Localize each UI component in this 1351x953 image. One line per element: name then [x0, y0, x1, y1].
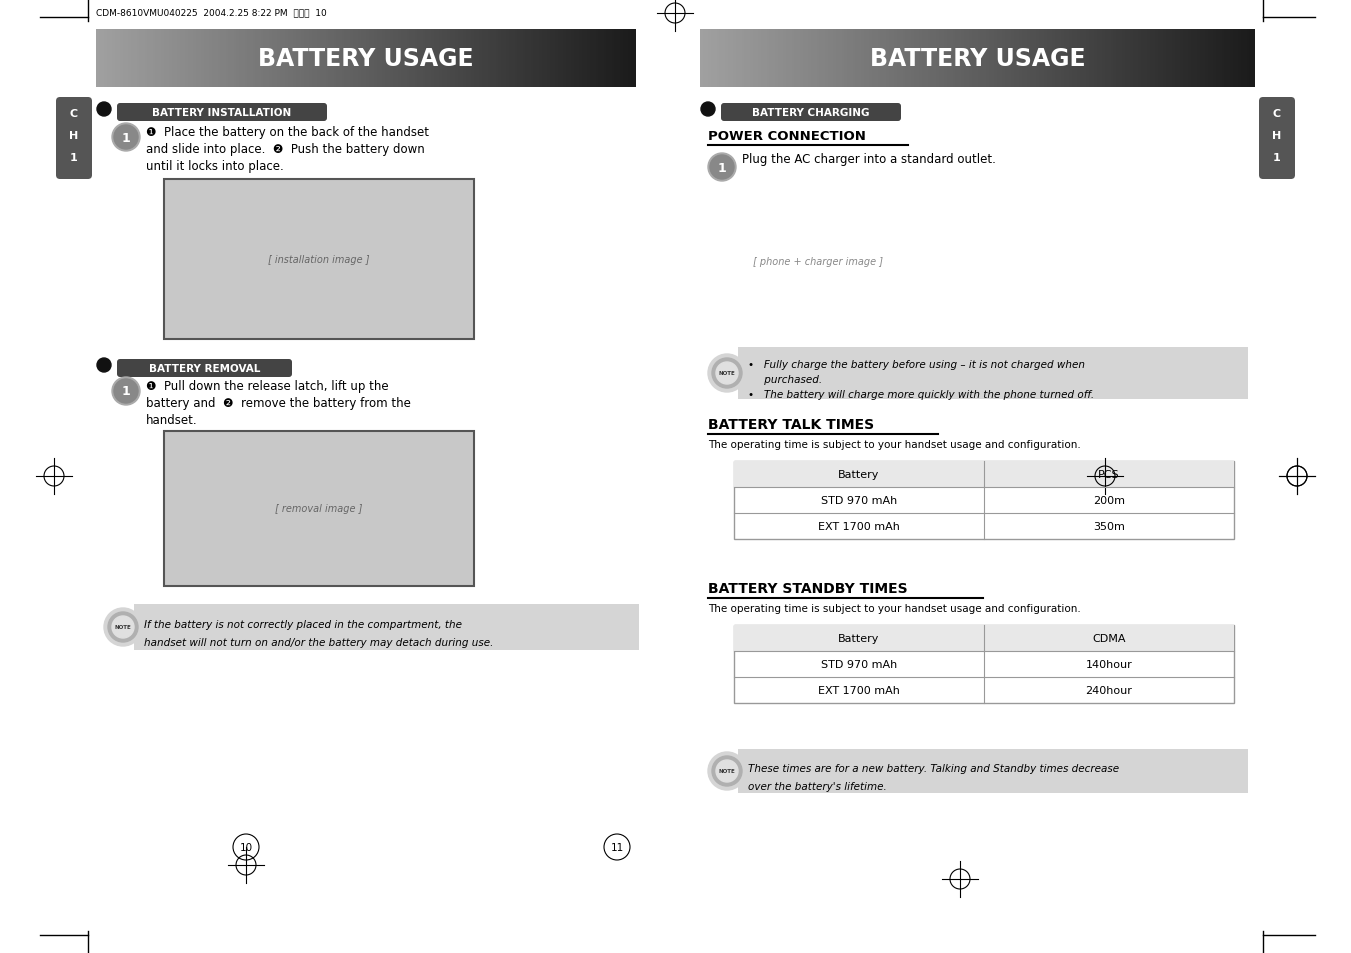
Bar: [734, 461, 1233, 488]
Text: NOTE: NOTE: [719, 371, 735, 376]
Text: 200m: 200m: [1093, 496, 1125, 505]
Text: STD 970 mAh: STD 970 mAh: [821, 659, 897, 669]
Circle shape: [716, 363, 738, 385]
Text: handset.: handset.: [146, 414, 197, 427]
Text: BATTERY USAGE: BATTERY USAGE: [258, 47, 474, 71]
Circle shape: [716, 760, 738, 782]
Text: CDMA: CDMA: [1092, 634, 1125, 643]
Text: 1: 1: [1273, 152, 1281, 163]
Text: CDM-8610VMU040225  2004.2.25 8:22 PM  페이지  10: CDM-8610VMU040225 2004.2.25 8:22 PM 페이지 …: [96, 8, 327, 17]
Text: ❶  Pull down the release latch, lift up the: ❶ Pull down the release latch, lift up t…: [146, 379, 389, 393]
FancyBboxPatch shape: [721, 104, 901, 122]
Text: STD 970 mAh: STD 970 mAh: [821, 496, 897, 505]
Text: BATTERY STANDBY TIMES: BATTERY STANDBY TIMES: [708, 581, 908, 596]
Circle shape: [104, 608, 142, 646]
Text: 140hour: 140hour: [1086, 659, 1132, 669]
Text: and slide into place.  ❷  Push the battery down: and slide into place. ❷ Push the battery…: [146, 143, 424, 156]
Text: Battery: Battery: [839, 634, 880, 643]
Text: •   Fully charge the battery before using – it is not charged when: • Fully charge the battery before using …: [748, 359, 1085, 370]
Circle shape: [701, 103, 715, 117]
Circle shape: [708, 355, 746, 393]
Circle shape: [97, 103, 111, 117]
Bar: [738, 348, 1248, 399]
Text: Plug the AC charger into a standard outlet.: Plug the AC charger into a standard outl…: [742, 153, 996, 167]
Circle shape: [712, 358, 742, 389]
Text: 350m: 350m: [1093, 521, 1125, 532]
Text: H: H: [1273, 131, 1282, 141]
Text: 1: 1: [122, 132, 131, 144]
Text: EXT 1700 mAh: EXT 1700 mAh: [819, 521, 900, 532]
Text: 240hour: 240hour: [1086, 685, 1132, 696]
Text: [ installation image ]: [ installation image ]: [269, 254, 370, 265]
Text: 1: 1: [122, 385, 131, 398]
Text: [ phone + charger image ]: [ phone + charger image ]: [753, 256, 884, 267]
FancyBboxPatch shape: [55, 98, 92, 180]
Text: handset will not turn on and/or the battery may detach during use.: handset will not turn on and/or the batt…: [145, 638, 493, 647]
Circle shape: [97, 358, 111, 373]
Text: [ removal image ]: [ removal image ]: [276, 504, 362, 514]
Text: BATTERY CHARGING: BATTERY CHARGING: [753, 108, 870, 118]
Bar: [734, 625, 1233, 703]
Text: ❶  Place the battery on the back of the handset: ❶ Place the battery on the back of the h…: [146, 126, 430, 139]
Text: H: H: [69, 131, 78, 141]
Bar: [738, 749, 1248, 793]
Circle shape: [708, 752, 746, 790]
Text: battery and  ❷  remove the battery from the: battery and ❷ remove the battery from th…: [146, 396, 411, 410]
Text: NOTE: NOTE: [115, 625, 131, 630]
Circle shape: [708, 153, 736, 182]
Circle shape: [108, 613, 138, 642]
Circle shape: [113, 126, 138, 150]
Text: BATTERY TALK TIMES: BATTERY TALK TIMES: [708, 417, 874, 432]
Bar: [163, 180, 474, 339]
Text: BATTERY INSTALLATION: BATTERY INSTALLATION: [153, 108, 292, 118]
Text: C: C: [1273, 109, 1281, 119]
Text: purchased.: purchased.: [748, 375, 823, 384]
Text: 10: 10: [239, 842, 253, 852]
Text: 1: 1: [717, 161, 727, 174]
Bar: [734, 461, 1233, 539]
Text: BATTERY USAGE: BATTERY USAGE: [870, 47, 1085, 71]
FancyBboxPatch shape: [118, 104, 327, 122]
Text: If the battery is not correctly placed in the compartment, the: If the battery is not correctly placed i…: [145, 619, 462, 629]
Bar: [134, 604, 639, 650]
Text: over the battery's lifetime.: over the battery's lifetime.: [748, 781, 886, 791]
Text: The operating time is subject to your handset usage and configuration.: The operating time is subject to your ha…: [708, 439, 1081, 450]
Circle shape: [112, 124, 141, 152]
Bar: [708, 188, 928, 335]
Text: 1: 1: [70, 152, 78, 163]
Text: 11: 11: [611, 842, 624, 852]
Text: These times are for a new battery. Talking and Standby times decrease: These times are for a new battery. Talki…: [748, 763, 1119, 773]
Text: EXT 1700 mAh: EXT 1700 mAh: [819, 685, 900, 696]
Circle shape: [112, 617, 134, 639]
Circle shape: [112, 377, 141, 406]
Text: until it locks into place.: until it locks into place.: [146, 160, 284, 172]
Text: NOTE: NOTE: [719, 769, 735, 774]
Circle shape: [712, 757, 742, 786]
Text: BATTERY REMOVAL: BATTERY REMOVAL: [149, 364, 261, 374]
Bar: [163, 432, 474, 586]
Text: The operating time is subject to your handset usage and configuration.: The operating time is subject to your ha…: [708, 603, 1081, 614]
Circle shape: [711, 156, 734, 180]
Circle shape: [113, 379, 138, 403]
Text: Battery: Battery: [839, 470, 880, 479]
Text: C: C: [70, 109, 78, 119]
Bar: [734, 625, 1233, 651]
FancyBboxPatch shape: [118, 359, 292, 377]
Text: •   The battery will charge more quickly with the phone turned off.: • The battery will charge more quickly w…: [748, 389, 1094, 399]
Text: PCS: PCS: [1098, 470, 1120, 479]
FancyBboxPatch shape: [1259, 98, 1296, 180]
Text: POWER CONNECTION: POWER CONNECTION: [708, 130, 866, 143]
